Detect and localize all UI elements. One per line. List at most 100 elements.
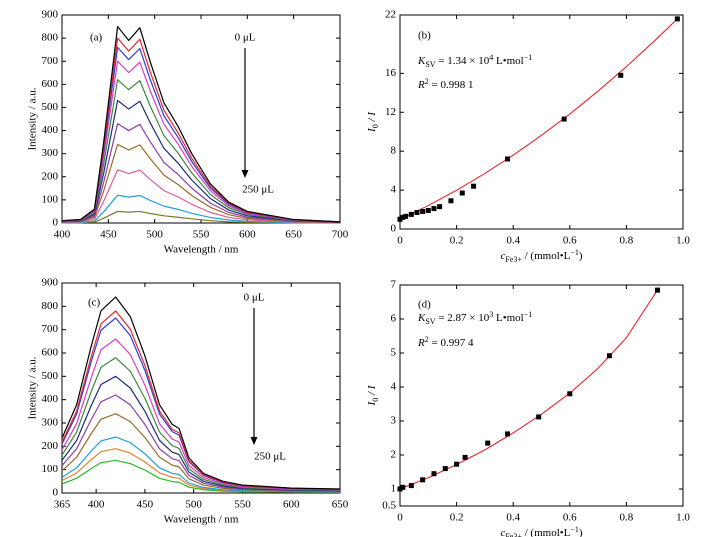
y-tick-label: 500 xyxy=(42,101,59,113)
x-axis-label-part: c xyxy=(500,250,505,262)
spectrum-line xyxy=(61,394,341,492)
data-point xyxy=(536,414,542,420)
y-tick-label: 900 xyxy=(42,9,59,21)
x-tick-label: 450 xyxy=(100,229,117,241)
y-tick-label: 300 xyxy=(42,417,59,429)
x-tick-label: 400 xyxy=(54,229,71,241)
panel-label: (c) xyxy=(88,297,101,309)
y-tick-label: 200 xyxy=(42,440,59,452)
data-point xyxy=(459,190,465,196)
spectrum-line xyxy=(61,194,341,224)
data-point xyxy=(408,483,414,489)
panel-label: (b) xyxy=(418,30,431,42)
y-tick-label: 500 xyxy=(42,370,59,382)
ksv-annotation-part: L•mol xyxy=(493,55,523,67)
x-axis-label-part: Fe3+ xyxy=(505,532,522,537)
x-tick-label: 0 xyxy=(397,235,403,247)
x-axis-label-part: Fe3+ xyxy=(505,255,522,264)
r2-annotation: R2 = 0.998 1 xyxy=(417,77,473,91)
y-tick-label: 700 xyxy=(42,323,59,335)
x-tick-label: 700 xyxy=(332,229,349,241)
ksv-annotation: KSV = 2.87 × 103 L•mol−1 xyxy=(417,310,532,326)
x-axis-label-part: / (mmol•L xyxy=(522,250,571,262)
spectrum-line xyxy=(61,79,341,223)
y-tick-label: 16 xyxy=(385,67,397,79)
data-point xyxy=(420,477,426,483)
y-axis-label: Intensity / a.u. xyxy=(27,87,39,150)
x-tick-label: 500 xyxy=(146,229,163,241)
spectrum-line xyxy=(61,296,341,490)
r2-annotation-part: = 0.997 4 xyxy=(429,337,474,349)
y-axis-label: I0 / I xyxy=(366,384,380,406)
data-point xyxy=(505,156,511,162)
y-tick-label: 0 xyxy=(391,223,397,235)
spectrum-line xyxy=(61,338,341,491)
x-axis-label-part: / (mmol•L xyxy=(522,527,571,537)
spectrum-line xyxy=(61,143,341,224)
y-tick-label: 3 xyxy=(391,415,397,427)
r2-annotation-part: = 0.998 1 xyxy=(429,79,474,91)
plot-frame xyxy=(399,284,684,507)
data-point xyxy=(655,287,661,293)
spectrum-line xyxy=(61,169,341,224)
x-tick-label: 365 xyxy=(54,499,71,511)
y-tick-label: 900 xyxy=(42,277,59,289)
start-label: 0 μL xyxy=(235,32,256,44)
x-tick-label: 0.4 xyxy=(506,235,520,247)
x-tick-label: 1.0 xyxy=(676,512,690,524)
ksv-annotation-part: SV xyxy=(425,60,435,69)
spectrum-line xyxy=(61,37,341,223)
y-axis-label-part: I xyxy=(366,400,378,406)
data-point xyxy=(425,208,431,214)
ksv-annotation-part: −1 xyxy=(524,310,533,319)
y-tick-label: 100 xyxy=(42,193,59,205)
ksv-annotation-part: L•mol xyxy=(493,312,523,324)
start-label: 0 μL xyxy=(244,292,265,304)
x-axis-label: Wavelength / nm xyxy=(164,244,239,256)
r2-annotation-part: R xyxy=(417,337,425,349)
x-tick-label: 0.2 xyxy=(450,512,464,524)
data-point xyxy=(408,211,414,217)
y-tick-label: 0 xyxy=(53,487,59,499)
data-point xyxy=(400,214,406,220)
plot-frame xyxy=(399,14,684,230)
plot-frame xyxy=(61,282,341,494)
x-tick-label: 650 xyxy=(332,499,349,511)
arrow-head xyxy=(241,170,249,178)
y-tick-label: 4 xyxy=(391,184,397,196)
x-axis-label: Wavelength / nm xyxy=(164,514,239,526)
data-point xyxy=(448,198,454,204)
ksv-annotation-part: = 2.87 × 10 xyxy=(436,312,490,324)
data-point xyxy=(505,431,511,437)
data-point xyxy=(462,454,468,460)
y-tick-label: 7 xyxy=(391,279,397,291)
r2-annotation: R2 = 0.997 4 xyxy=(417,335,474,349)
y-tick-label: 600 xyxy=(42,78,59,90)
spectrum-line xyxy=(61,99,341,223)
y-tick-label: 22 xyxy=(385,9,396,21)
spectrum-line xyxy=(61,436,341,493)
y-tick-label: 300 xyxy=(42,147,59,159)
x-tick-label: 550 xyxy=(234,499,251,511)
ksv-annotation-part: SV xyxy=(425,317,435,326)
y-tick-label: 8 xyxy=(391,145,397,157)
r2-annotation-part: 2 xyxy=(425,335,429,344)
spectrum-line xyxy=(62,210,341,224)
data-point xyxy=(561,116,567,122)
x-tick-label: 0.2 xyxy=(450,235,464,247)
fit-line xyxy=(399,289,658,490)
x-axis-label-part: −1 xyxy=(570,525,579,534)
ksv-annotation: KSV = 1.34 × 104 L•mol−1 xyxy=(417,53,532,69)
y-tick-label: 700 xyxy=(42,55,59,67)
end-label: 250 μL xyxy=(242,184,274,196)
y-tick-label: 1 xyxy=(391,483,397,495)
ksv-annotation-part: K xyxy=(417,55,426,67)
data-point xyxy=(485,440,491,446)
panel-label: (a) xyxy=(90,32,103,44)
x-tick-label: 0.6 xyxy=(563,512,577,524)
y-axis-label: Intensity / a.u. xyxy=(27,356,39,419)
data-point xyxy=(400,484,406,490)
spectrum-line xyxy=(61,413,341,492)
x-axis-label-part: ) xyxy=(579,527,583,537)
